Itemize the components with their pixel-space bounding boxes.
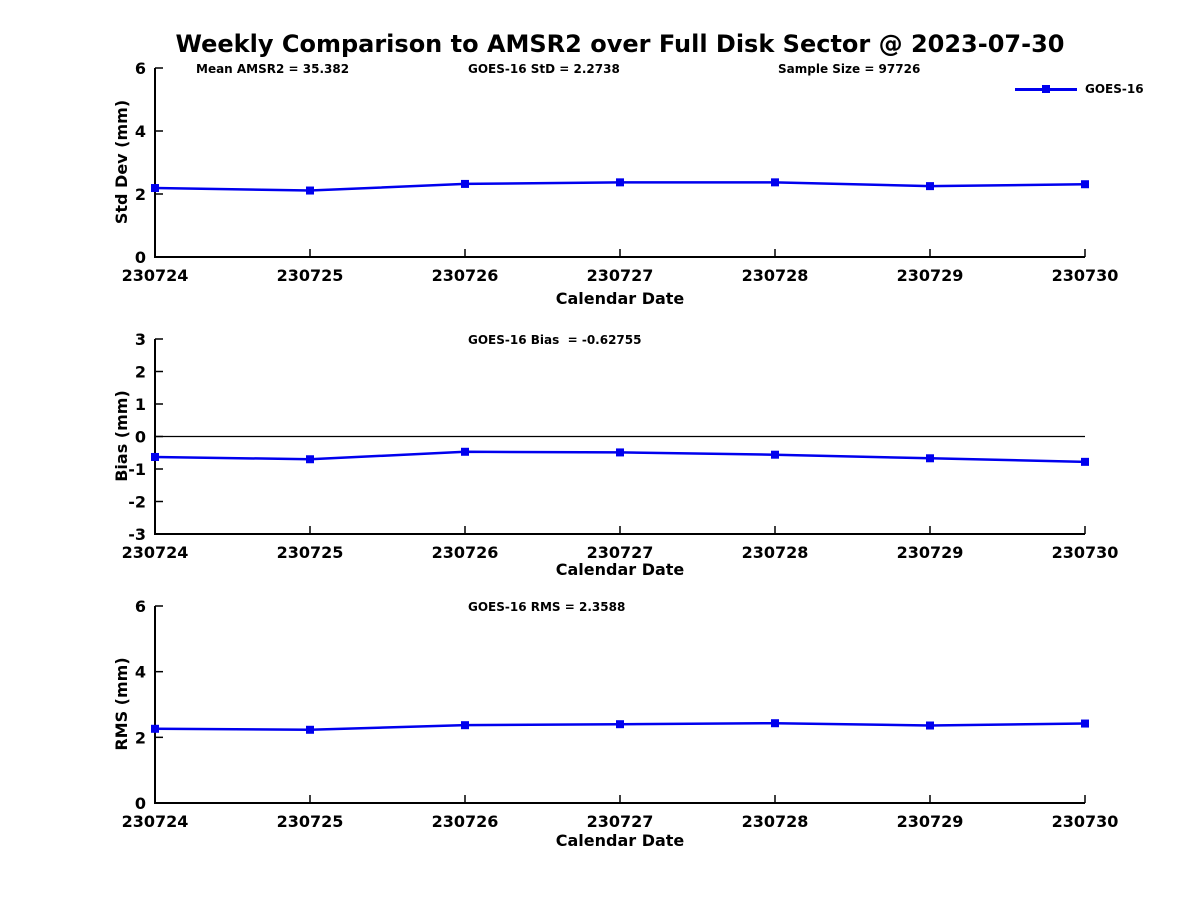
y-tick-label: 2 xyxy=(135,363,146,382)
series-marker xyxy=(926,721,934,730)
y-tick-label: 4 xyxy=(135,663,146,682)
x-tick-label: 230728 xyxy=(742,266,809,285)
annotation-goes16-std: GOES-16 StD = 2.2738 xyxy=(468,62,620,76)
series-marker xyxy=(151,724,159,733)
series-marker xyxy=(1081,719,1089,728)
y-tick-label: 0 xyxy=(135,428,146,447)
x-tick-label: 230727 xyxy=(587,266,654,285)
x-tick-label: 230727 xyxy=(587,812,654,831)
series-marker xyxy=(771,450,779,459)
x-tick-label: 230730 xyxy=(1052,266,1119,285)
series-marker xyxy=(926,454,934,463)
series-marker xyxy=(306,186,314,195)
x-tick-label: 230728 xyxy=(742,812,809,831)
y-tick-label: 6 xyxy=(135,597,146,616)
series-marker xyxy=(1081,180,1089,189)
x-tick-label: 230729 xyxy=(897,812,964,831)
x-tick-label: 230725 xyxy=(277,543,344,562)
y-tick-label: 1 xyxy=(135,395,146,414)
annotation-sample-size: Sample Size = 97726 xyxy=(778,62,921,76)
series-marker xyxy=(771,178,779,187)
x-tick-label: 230724 xyxy=(122,812,189,831)
x-axis-label-rms: Calendar Date xyxy=(555,831,685,850)
series-marker xyxy=(616,178,624,187)
annotation-goes16-bias: GOES-16 Bias = -0.62755 xyxy=(468,333,642,347)
series-marker xyxy=(616,448,624,457)
x-tick-label: 230726 xyxy=(432,543,499,562)
legend-square-marker-icon xyxy=(1042,85,1050,93)
annotation-mean-amsr2: Mean AMSR2 = 35.382 xyxy=(196,62,350,76)
x-axis-label-bias: Calendar Date xyxy=(555,560,685,579)
y-tick-label: -2 xyxy=(128,493,146,512)
y-axis-label-bias: Bias (mm) xyxy=(112,390,131,482)
y-tick-label: 2 xyxy=(135,185,146,204)
y-tick-label: 0 xyxy=(135,248,146,267)
x-tick-label: 230726 xyxy=(432,812,499,831)
x-tick-label: 230728 xyxy=(742,543,809,562)
series-marker xyxy=(461,179,469,188)
y-axis-label-rms: RMS (mm) xyxy=(112,657,131,751)
x-tick-label: 230730 xyxy=(1052,812,1119,831)
series-marker xyxy=(151,184,159,193)
legend: GOES-16 xyxy=(1015,82,1144,96)
series-marker xyxy=(306,455,314,464)
figure-title: Weekly Comparison to AMSR2 over Full Dis… xyxy=(175,30,1065,58)
series-marker xyxy=(306,725,314,734)
y-tick-label: -3 xyxy=(128,525,146,544)
x-axis-label-std-dev: Calendar Date xyxy=(555,289,685,308)
series-marker xyxy=(616,720,624,729)
x-tick-label: 230725 xyxy=(277,266,344,285)
x-tick-label: 230724 xyxy=(122,543,189,562)
legend-label: GOES-16 xyxy=(1085,82,1144,96)
series-marker xyxy=(926,182,934,191)
series-marker xyxy=(1081,457,1089,466)
legend-line-icon xyxy=(1015,85,1077,93)
x-tick-label: 230726 xyxy=(432,266,499,285)
x-tick-label: 230725 xyxy=(277,812,344,831)
series-marker xyxy=(771,719,779,728)
x-tick-label: 230727 xyxy=(587,543,654,562)
y-tick-label: 3 xyxy=(135,330,146,349)
x-tick-label: 230729 xyxy=(897,266,964,285)
y-axis-label-std-dev: Std Dev (mm) xyxy=(112,99,131,225)
x-tick-label: 230730 xyxy=(1052,543,1119,562)
series-marker xyxy=(461,721,469,730)
y-tick-label: 2 xyxy=(135,728,146,747)
annotation-goes16-rms: GOES-16 RMS = 2.3588 xyxy=(468,600,626,614)
y-tick-label: -1 xyxy=(128,460,146,479)
y-tick-label: 6 xyxy=(135,59,146,78)
series-marker xyxy=(151,452,159,461)
x-tick-label: 230729 xyxy=(897,543,964,562)
y-tick-label: 4 xyxy=(135,122,146,141)
x-tick-label: 230724 xyxy=(122,266,189,285)
series-marker xyxy=(461,447,469,456)
y-tick-label: 0 xyxy=(135,794,146,813)
